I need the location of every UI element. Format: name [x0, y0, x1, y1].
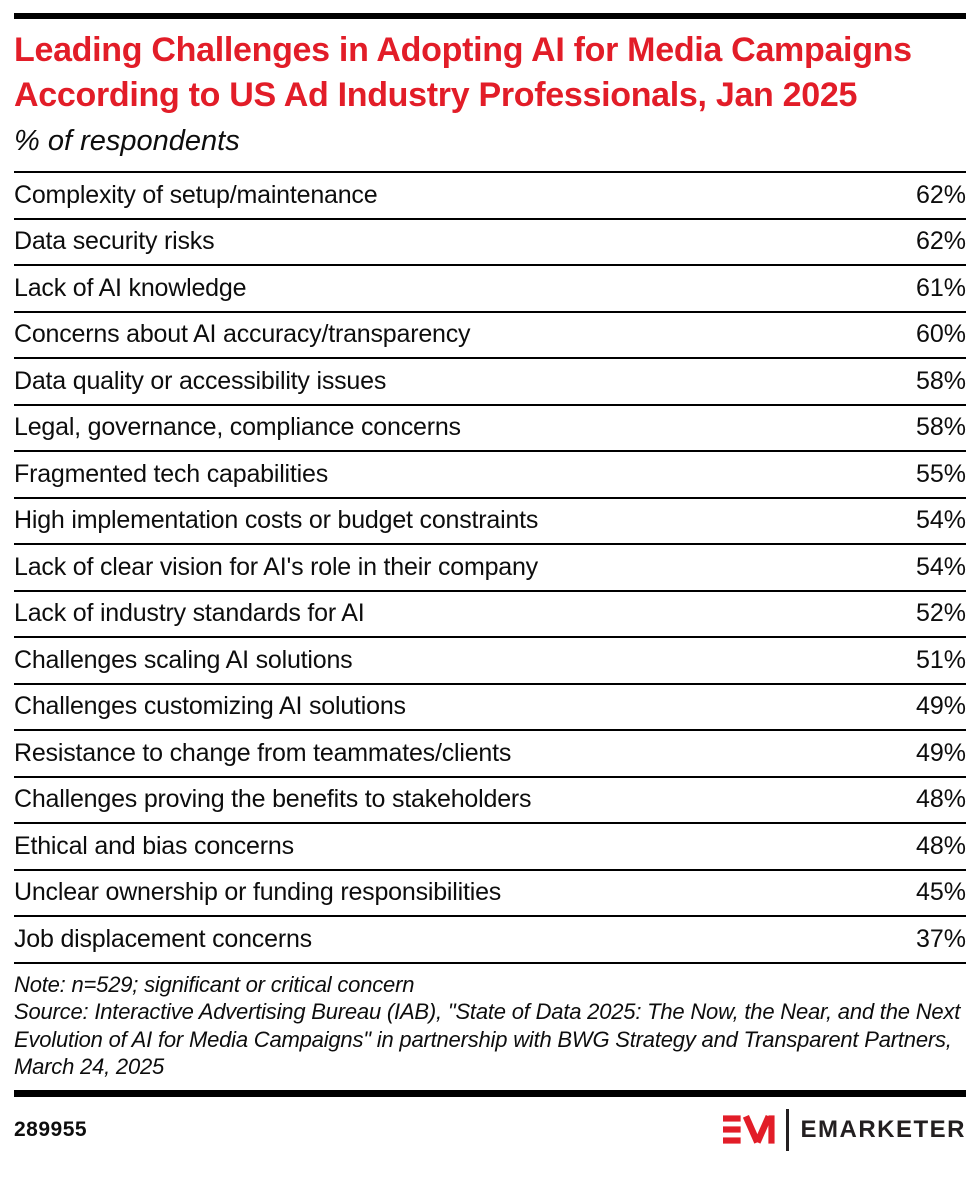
- table-row: Complexity of setup/maintenance 62%: [14, 173, 966, 220]
- row-label: Data quality or accessibility issues: [14, 366, 387, 395]
- row-label: Complexity of setup/maintenance: [14, 180, 378, 209]
- row-value: 49%: [915, 692, 966, 721]
- bottom-rule: [14, 1089, 966, 1097]
- table-row: Job displacement concerns 37%: [14, 917, 966, 964]
- row-value: 54%: [915, 552, 966, 581]
- row-label: Fragmented tech capabilities: [14, 459, 329, 488]
- table-row: Unclear ownership or funding responsibil…: [14, 871, 966, 917]
- footer: 289955 EMARKETER: [14, 1097, 966, 1151]
- row-label: Ethical and bias concerns: [14, 831, 294, 860]
- row-value: 60%: [915, 320, 966, 349]
- row-value: 58%: [915, 366, 966, 395]
- table-row: Concerns about AI accuracy/transparency 6…: [14, 313, 966, 359]
- row-label: Legal, governance, compliance concerns: [14, 413, 461, 442]
- challenges-table: Complexity of setup/maintenance 62% Data s…: [14, 171, 966, 964]
- em-logo-icon: [723, 1114, 776, 1144]
- row-value: 58%: [915, 413, 966, 442]
- row-label: Lack of clear vision for AI's role in th…: [14, 552, 538, 581]
- chart-subtitle: % of respondents: [14, 125, 240, 157]
- table-row: Lack of AI knowledge 61%: [14, 266, 966, 313]
- row-value: 62%: [915, 180, 966, 209]
- table-row: Resistance to change from teammates/clie…: [14, 731, 966, 778]
- source-text: Source: Interactive Advertising Bureau (…: [14, 999, 961, 1079]
- row-label: Job displacement concerns: [14, 924, 312, 953]
- row-value: 51%: [915, 645, 966, 674]
- row-value: 48%: [915, 831, 966, 860]
- row-value: 52%: [915, 599, 966, 628]
- emarketer-logo: EMARKETER: [723, 1108, 966, 1151]
- row-value: 45%: [915, 878, 966, 907]
- table-row: Data security risks 62%: [14, 220, 966, 266]
- row-label: Lack of AI knowledge: [14, 273, 247, 302]
- table-row: Challenges scaling AI solutions 51%: [14, 638, 966, 685]
- notes-block: Note: n=529; significant or critical con…: [14, 971, 966, 1081]
- chart-number: 289955: [14, 1117, 88, 1141]
- chart-page: Leading Challenges in Adopting AI for Me…: [0, 13, 980, 1151]
- top-rule: [14, 13, 966, 19]
- row-label: Challenges proving the benefits to stake…: [14, 785, 532, 814]
- table-row: Challenges proving the benefits to stake…: [14, 778, 966, 824]
- row-value: 61%: [915, 273, 966, 302]
- note-text: Note: n=529; significant or critical con…: [14, 971, 415, 997]
- row-label: Challenges customizing AI solutions: [14, 692, 406, 721]
- chart-title: Leading Challenges in Adopting AI for Me…: [14, 31, 912, 114]
- table-row: Fragmented tech capabilities 55%: [14, 452, 966, 499]
- row-value: 54%: [915, 506, 966, 535]
- table-row: Lack of clear vision for AI's role in th…: [14, 545, 966, 592]
- table-row: Challenges customizing AI solutions 49%: [14, 685, 966, 731]
- table-row: Ethical and bias concerns 48%: [14, 824, 966, 871]
- table-row: High implementation costs or budget cons…: [14, 499, 966, 545]
- row-label: Concerns about AI accuracy/transparency: [14, 320, 471, 349]
- brand-name: EMARKETER: [800, 1115, 966, 1143]
- row-value: 48%: [915, 785, 966, 814]
- table-row: Legal, governance, compliance concerns 58…: [14, 406, 966, 452]
- row-value: 37%: [915, 924, 966, 953]
- row-label: Unclear ownership or funding responsibil…: [14, 878, 502, 907]
- table-row: Lack of industry standards for AI 52%: [14, 592, 966, 638]
- table-row: Data quality or accessibility issues 58%: [14, 359, 966, 406]
- row-label: Challenges scaling AI solutions: [14, 645, 353, 674]
- row-value: 62%: [915, 227, 966, 256]
- row-value: 55%: [915, 459, 966, 488]
- logo-divider: [786, 1108, 790, 1151]
- row-label: Data security risks: [14, 227, 215, 256]
- row-label: Lack of industry standards for AI: [14, 599, 365, 628]
- row-label: Resistance to change from teammates/clie…: [14, 738, 512, 767]
- row-label: High implementation costs or budget cons…: [14, 506, 539, 535]
- row-value: 49%: [915, 738, 966, 767]
